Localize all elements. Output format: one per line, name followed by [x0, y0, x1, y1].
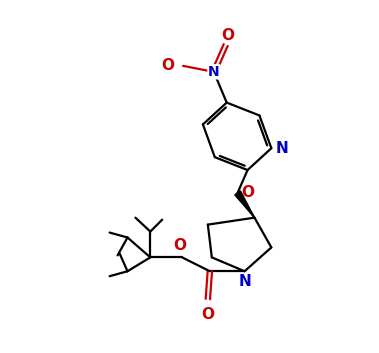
- Text: N: N: [238, 274, 251, 289]
- Text: O: O: [201, 307, 215, 322]
- Polygon shape: [235, 191, 254, 218]
- Text: O: O: [174, 238, 186, 253]
- Text: O: O: [161, 58, 174, 73]
- Text: O: O: [221, 28, 234, 43]
- Text: O: O: [241, 185, 255, 201]
- Text: N: N: [208, 65, 219, 79]
- Text: N: N: [275, 141, 288, 156]
